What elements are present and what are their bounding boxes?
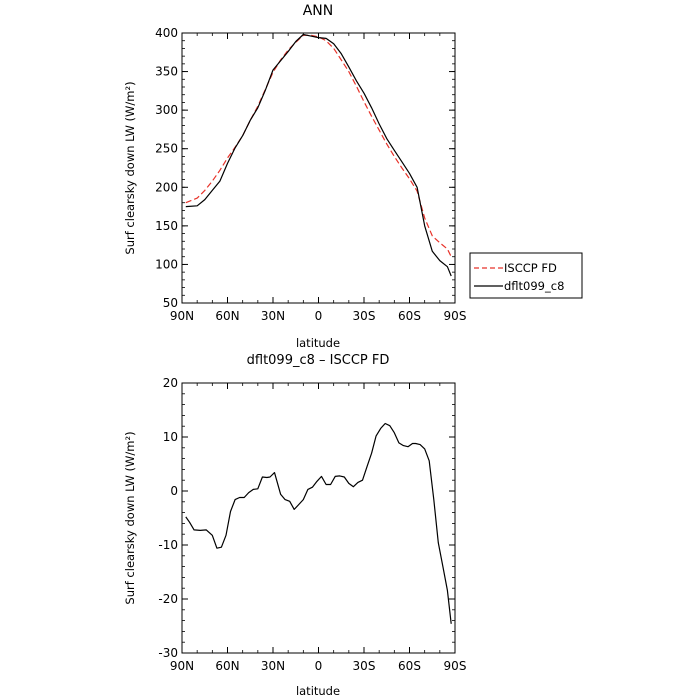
legend: ISCCP FD dflt099_c8 — [469, 252, 583, 299]
legend-label-isccp-fd: ISCCP FD — [504, 261, 557, 275]
bottom-ytick-label: 0 — [170, 484, 178, 498]
top-xtick-label: 60S — [398, 309, 421, 323]
top-xtick-label: 90N — [170, 309, 194, 323]
bottom-ytick-label: 20 — [163, 376, 178, 390]
bottom-chart-ylabel: Surf clearsky down LW (W/m²) — [123, 431, 137, 604]
top-xtick-label: 0 — [315, 309, 323, 323]
bottom-ytick-label: -30 — [158, 646, 178, 660]
top-ytick-label: 350 — [155, 65, 178, 79]
top-xtick-label: 30S — [353, 309, 376, 323]
top-chart-xlabel: latitude — [296, 336, 340, 350]
bottom-xtick-label: 30S — [353, 659, 376, 673]
bottom-xtick-label: 0 — [315, 659, 323, 673]
top-ytick-label: 300 — [155, 103, 178, 117]
top-series-line-1 — [185, 34, 452, 257]
legend-label-dflt099-c8: dflt099_c8 — [504, 279, 564, 293]
top-ytick-label: 150 — [155, 219, 178, 233]
bottom-ytick-label: -10 — [158, 538, 178, 552]
top-ytick-label: 400 — [155, 26, 178, 40]
bottom-xtick-label: 30N — [261, 659, 285, 673]
bottom-xtick-label: 60S — [398, 659, 421, 673]
bottom-series-line-1 — [185, 422, 452, 624]
bottom-chart-frame — [181, 382, 456, 654]
top-chart-frame — [181, 32, 456, 304]
top-ytick-label: 200 — [155, 180, 178, 194]
top-ytick-label: 50 — [163, 296, 178, 310]
top-xtick-label: 30N — [261, 309, 285, 323]
bottom-xtick-label: 90S — [444, 659, 467, 673]
top-ytick-label: 100 — [155, 257, 178, 271]
top-xtick-label: 60N — [215, 309, 239, 323]
bottom-chart: dflt099_c8 – ISCCP FD Surf clearsky down… — [123, 353, 466, 698]
bottom-chart-xlabel: latitude — [296, 684, 340, 698]
top-chart-ylabel: Surf clearsky down LW (W/m²) — [123, 81, 137, 254]
top-ytick-label: 250 — [155, 142, 178, 156]
bottom-xtick-label: 60N — [215, 659, 239, 673]
top-chart: ANN Surf clearsky down LW (W/m²) latitud… — [123, 3, 466, 350]
bottom-ytick-label: -20 — [158, 592, 178, 606]
bottom-ytick-label: 10 — [163, 430, 178, 444]
top-series-line-2 — [185, 33, 452, 277]
bottom-chart-title: dflt099_c8 – ISCCP FD — [247, 353, 390, 368]
top-chart-title: ANN — [303, 3, 334, 19]
legend-box — [469, 252, 583, 299]
bottom-xtick-label: 90N — [170, 659, 194, 673]
top-xtick-label: 90S — [444, 309, 467, 323]
